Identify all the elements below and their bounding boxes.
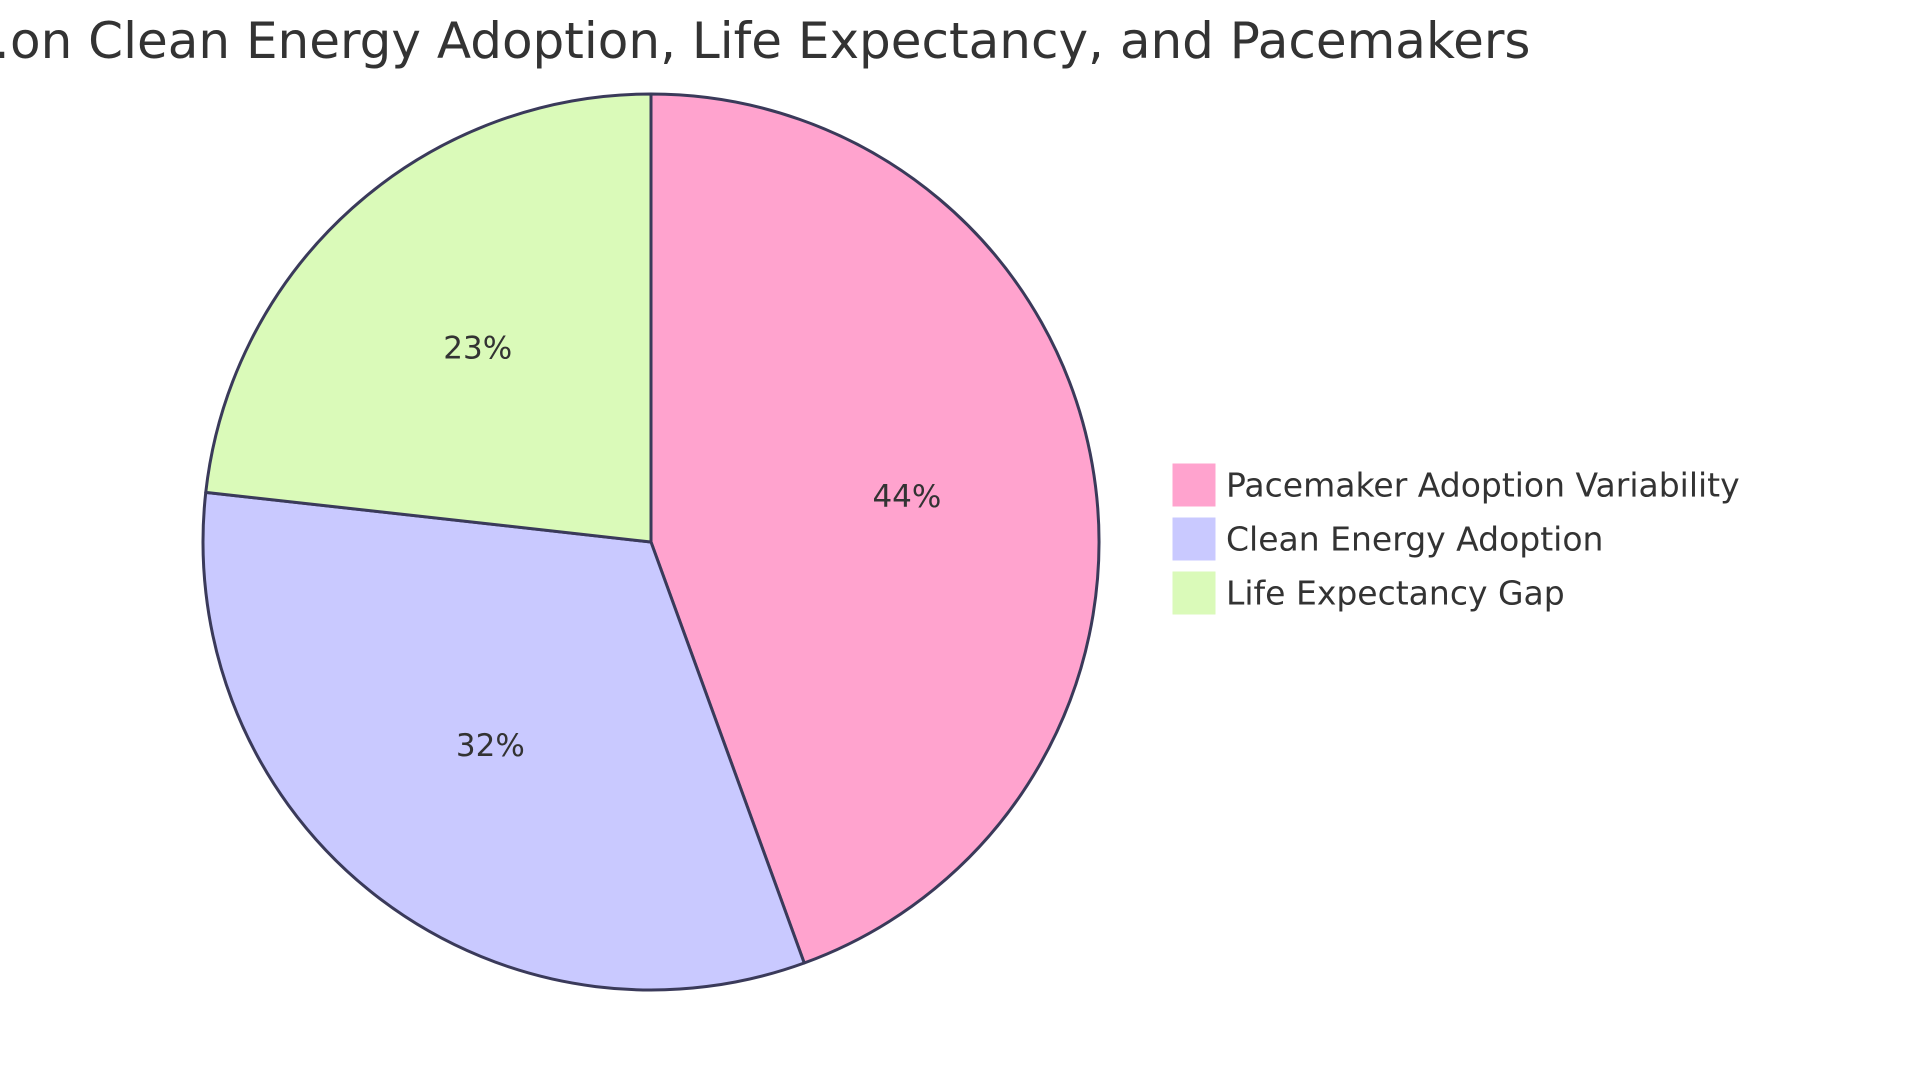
slice-label-life-expectancy-gap: 23%	[443, 330, 512, 366]
legend-label-pacemaker-adoption-variability: Pacemaker Adoption Variability	[1226, 466, 1740, 505]
legend: Pacemaker Adoption Variability Clean Ener…	[1171, 462, 1740, 616]
slice-label-clean-energy-adoption: 32%	[456, 728, 525, 764]
slice-label-pacemaker-adoption-variability: 44%	[872, 479, 941, 515]
pie-slice-pacemaker-adoption-variability	[649, 92, 1101, 965]
legend-label-clean-energy-adoption: Clean Energy Adoption	[1226, 520, 1603, 559]
chart-title: …on Clean Energy Adoption, Life Expectan…	[0, 12, 1530, 70]
legend-swatch-life-expectancy-gap	[1171, 570, 1217, 616]
pie-slices	[201, 92, 1101, 992]
pie-slice-clean-energy-adoption	[201, 490, 806, 992]
pie-labels: 44% 32% 23%	[443, 330, 941, 764]
pie-slice-life-expectancy-gap	[204, 92, 653, 544]
legend-swatch-clean-energy-adoption	[1171, 516, 1217, 562]
legend-swatch-pacemaker-adoption-variability	[1171, 462, 1217, 508]
legend-label-life-expectancy-gap: Life Expectancy Gap	[1226, 574, 1565, 613]
